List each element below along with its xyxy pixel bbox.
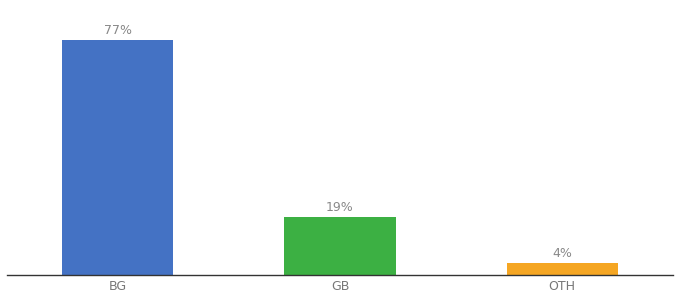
Text: 77%: 77% <box>104 24 132 38</box>
Bar <box>507 263 617 275</box>
Text: 4%: 4% <box>552 247 572 260</box>
Bar <box>284 217 396 275</box>
Bar <box>63 40 173 275</box>
Text: 19%: 19% <box>326 201 354 214</box>
